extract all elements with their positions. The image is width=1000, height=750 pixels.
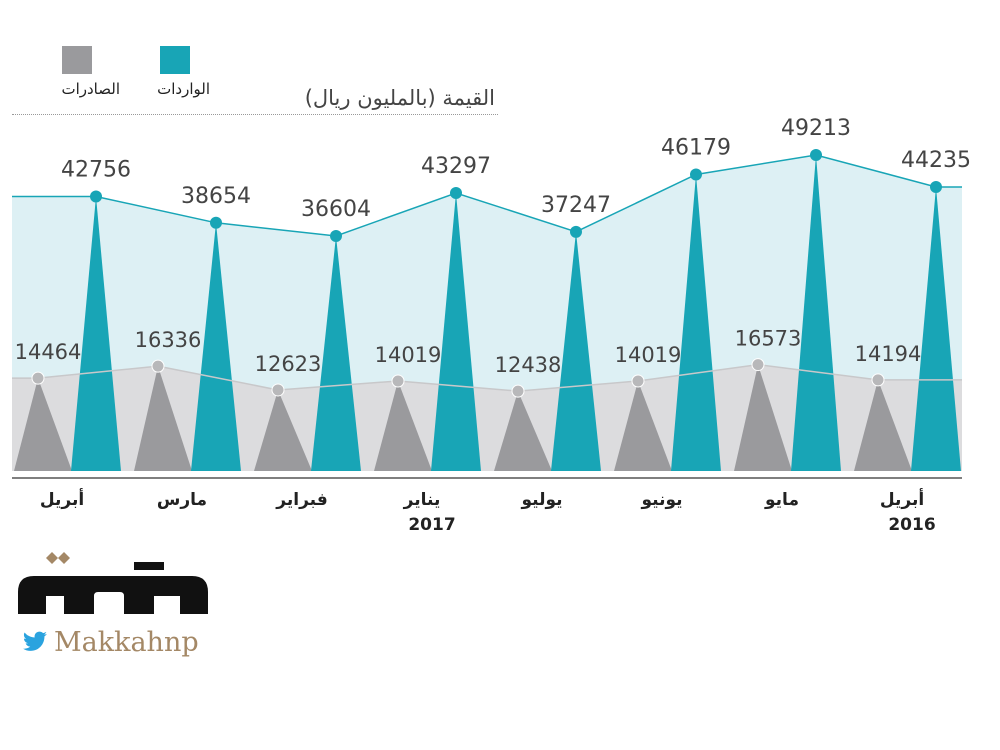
exports-spike [134,366,192,471]
exports-spike [614,380,672,471]
exports-point [151,359,165,373]
exports-point [751,358,765,372]
imports-spike [791,155,841,471]
legend-swatch-imports [160,46,190,74]
imports-point [930,180,942,193]
makkah-logo [18,552,208,614]
exports-value-label: 16573 [735,327,802,351]
x-tick-label: يوليو [520,490,562,510]
imports-point [570,225,582,238]
twitter-handle-text: Makkahnp [54,626,199,658]
imports-value-label: 46179 [661,135,731,160]
legend-label-exports: الصادرات [61,80,120,98]
exports-spike [854,379,912,471]
exports-line [12,363,962,392]
imports-spike [551,231,601,471]
imports-spike [191,222,241,471]
exports-spike [254,389,312,471]
exports-value-label: 14019 [375,343,442,367]
twitter-handle[interactable]: Makkahnp [22,624,199,660]
exports-point [391,374,405,388]
imports-value-label: 38654 [181,184,251,209]
y-axis-unit-label: القيمة (بالمليون ريال) [304,86,495,110]
imports-spike [71,196,121,472]
exports-spike [14,378,72,471]
exports-value-label: 14464 [15,340,82,364]
imports-spike [431,192,481,471]
exports-value-label: 16336 [135,328,202,352]
imports-spike [911,186,961,471]
exports-spike [494,391,552,471]
imports-value-label: 49213 [781,116,851,141]
x-tick-label: فبراير [275,490,327,510]
imports-spike [311,235,361,471]
x-tick-label: أبريل [880,488,924,510]
x-tick-label: يونيو [640,490,682,510]
imports-point [210,216,222,229]
exports-point [871,373,885,387]
x-tick-label: مايو [764,490,799,510]
exports-point [631,374,645,388]
imports-value-label: 44235 [901,148,971,173]
x-tick-year-label: 2016 [888,515,935,535]
imports-value-label: 43297 [421,154,491,179]
legend-label-imports: الواردات [157,80,210,98]
imports-spike [671,174,721,472]
exports-point [511,384,525,398]
imports-point [90,190,102,203]
imports-point [690,168,702,181]
exports-value-label: 12438 [495,353,562,377]
imports-point [810,149,822,161]
exports-spike [734,364,792,471]
imports-line [12,154,962,237]
x-tick-label: مارس [157,490,207,510]
imports-value-label: 36604 [301,197,371,222]
x-tick-label: أبريل [40,488,84,510]
header-divider [12,114,498,115]
exports-spike [374,380,432,471]
exports-value-label: 12623 [255,352,322,376]
exports-value-label: 14194 [855,342,922,366]
twitter-bird-icon [23,631,47,651]
exports-value-label: 14019 [615,343,682,367]
imports-value-label: 37247 [541,193,611,218]
imports-value-label: 42756 [61,157,131,182]
exports-point [271,383,285,397]
imports-point [450,186,462,199]
exports-point [31,371,45,385]
x-tick-year-label: 2017 [408,515,455,535]
imports-point [330,229,342,242]
legend-swatch-exports [62,46,92,74]
exports-area [12,364,962,471]
x-tick-label: يناير [403,490,441,510]
